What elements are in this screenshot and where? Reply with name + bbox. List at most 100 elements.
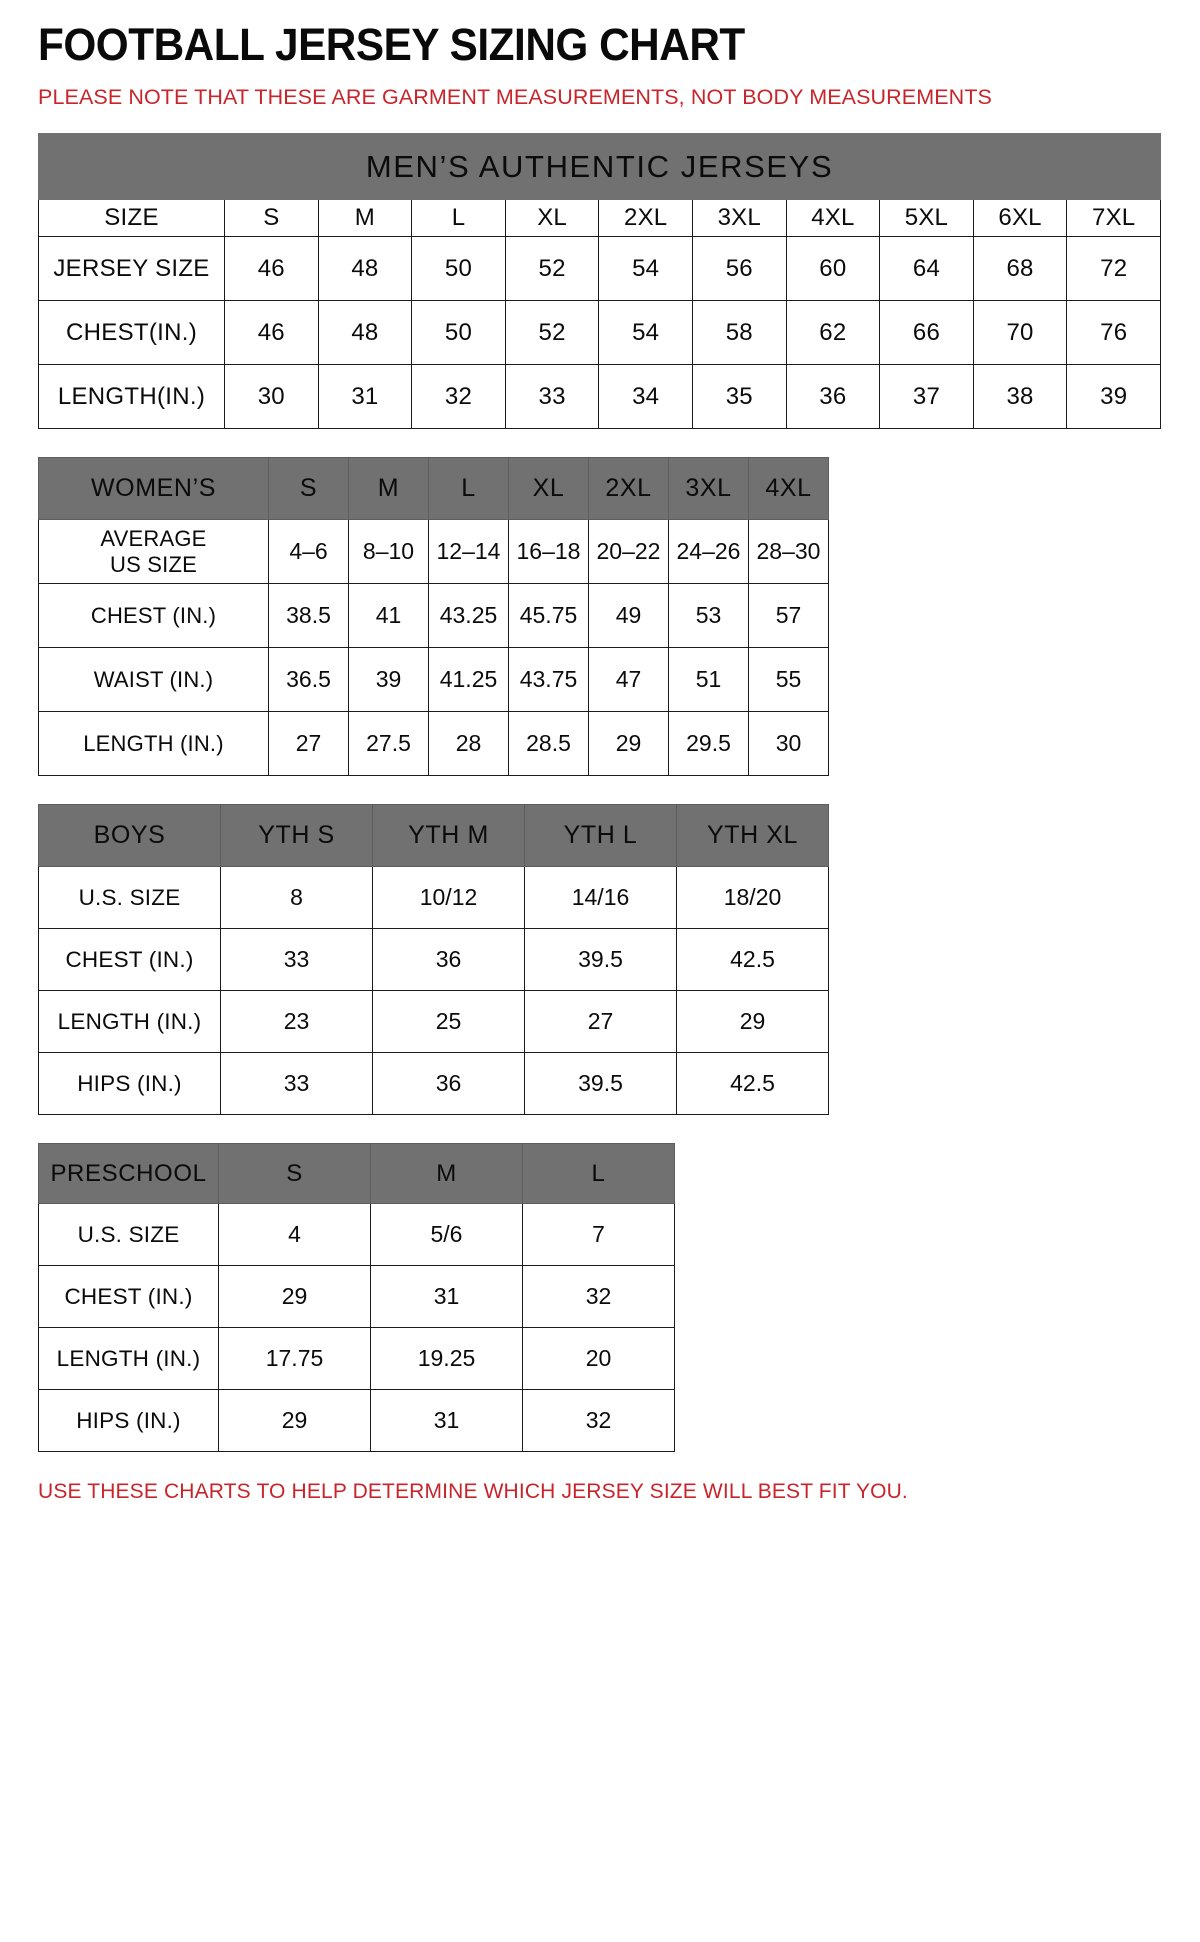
mens-cell: 48	[317, 236, 413, 302]
boys-cell: 42.5	[676, 928, 829, 992]
boys-row-label: U.S. SIZE	[38, 866, 221, 930]
table-row: JERSEY SIZE 46 48 50 52 54 56 60 64 68 7…	[38, 236, 1162, 302]
boys-cell: 29	[676, 990, 829, 1054]
womens-cell: 45.75	[508, 583, 589, 649]
mens-cell: 39	[1066, 364, 1162, 430]
boys-cell: 36	[372, 1052, 525, 1116]
mens-cell: 70	[972, 300, 1068, 366]
womens-size-4xl: 4XL	[748, 457, 829, 521]
table-row: WAIST (IN.) 36.5 39 41.25 43.75 47 51 55	[38, 647, 829, 713]
preschool-corner-label: PRESCHOOL	[38, 1143, 219, 1205]
preschool-cell: 29	[218, 1389, 371, 1453]
boys-cell: 42.5	[676, 1052, 829, 1116]
preschool-cell: 32	[522, 1265, 675, 1329]
mens-cell: 30	[224, 364, 319, 430]
boys-cell: 8	[220, 866, 373, 930]
mens-size-4xl: 4XL	[785, 199, 881, 238]
mens-sizing-table: MEN’S AUTHENTIC JERSEYS SIZE S M L XL 2X…	[37, 133, 1162, 430]
preschool-cell: 4	[218, 1203, 371, 1267]
mens-corner-label: SIZE	[38, 199, 225, 238]
womens-cell: 43.25	[428, 583, 509, 649]
womens-row-label: WAIST (IN.)	[38, 647, 269, 713]
boys-row-label: LENGTH (IN.)	[38, 990, 221, 1054]
mens-cell: 50	[411, 236, 506, 302]
womens-size-header-row: WOMEN’S S M L XL 2XL 3XL 4XL	[38, 457, 829, 521]
mens-cell: 48	[317, 300, 413, 366]
mens-size-l: L	[411, 199, 506, 238]
womens-cell: 20–22	[588, 519, 669, 585]
boys-cell: 27	[524, 990, 677, 1054]
womens-cell: 36.5	[268, 647, 349, 713]
womens-size-2xl: 2XL	[588, 457, 669, 521]
mens-size-m: M	[317, 199, 413, 238]
womens-cell: 30	[748, 711, 829, 777]
mens-banner-title: MEN’S AUTHENTIC JERSEYS	[37, 133, 1162, 201]
womens-cell: 27	[268, 711, 349, 777]
mens-cell: 31	[317, 364, 413, 430]
boys-size-yth-l: YTH L	[524, 804, 677, 868]
table-row: HIPS (IN.) 33 36 39.5 42.5	[38, 1052, 829, 1116]
preschool-row-label: HIPS (IN.)	[38, 1389, 219, 1453]
womens-table-body: AVERAGE US SIZE 4–6 8–10 12–14 16–18 20–…	[38, 519, 829, 777]
table-row: HIPS (IN.) 29 31 32	[38, 1389, 675, 1453]
womens-cell: 24–26	[668, 519, 749, 585]
boys-table-body: U.S. SIZE 8 10/12 14/16 18/20 CHEST (IN.…	[38, 866, 829, 1116]
mens-cell: 54	[598, 236, 693, 302]
womens-cell: 41.25	[428, 647, 509, 713]
boys-cell: 18/20	[676, 866, 829, 930]
table-row: CHEST(IN.) 46 48 50 52 54 58 62 66 70 76	[38, 300, 1162, 366]
womens-cell: 49	[588, 583, 669, 649]
footer-note: USE THESE CHARTS TO HELP DETERMINE WHICH…	[38, 1480, 908, 1504]
table-row: CHEST (IN.) 29 31 32	[38, 1265, 675, 1329]
preschool-cell: 29	[218, 1265, 371, 1329]
preschool-row-label: LENGTH (IN.)	[38, 1327, 219, 1391]
mens-cell: 38	[972, 364, 1068, 430]
womens-corner-label: WOMEN’S	[38, 457, 269, 521]
mens-banner-row: MEN’S AUTHENTIC JERSEYS	[37, 133, 1162, 201]
boys-sizing-table: BOYS YTH S YTH M YTH L YTH XL U.S. SIZE …	[38, 804, 829, 1116]
mens-size-2xl: 2XL	[598, 199, 693, 238]
table-row: CHEST (IN.) 38.5 41 43.25 45.75 49 53 57	[38, 583, 829, 649]
womens-cell: 53	[668, 583, 749, 649]
mens-size-s: S	[224, 199, 319, 238]
mens-cell: 60	[785, 236, 881, 302]
womens-row-label: CHEST (IN.)	[38, 583, 269, 649]
boys-row-label: HIPS (IN.)	[38, 1052, 221, 1116]
mens-cell: 76	[1066, 300, 1162, 366]
womens-cell: 57	[748, 583, 829, 649]
mens-cell: 64	[879, 236, 974, 302]
mens-cell: 46	[224, 236, 319, 302]
womens-cell: 29	[588, 711, 669, 777]
preschool-size-header-row: PRESCHOOL S M L	[38, 1143, 675, 1205]
womens-size-3xl: 3XL	[668, 457, 749, 521]
mens-row-label: LENGTH(IN.)	[38, 364, 225, 430]
boys-size-yth-s: YTH S	[220, 804, 373, 868]
boys-size-header-row: BOYS YTH S YTH M YTH L YTH XL	[38, 804, 829, 868]
mens-cell: 34	[598, 364, 693, 430]
boys-cell: 14/16	[524, 866, 677, 930]
preschool-cell: 20	[522, 1327, 675, 1391]
mens-cell: 36	[785, 364, 881, 430]
boys-table-head: BOYS YTH S YTH M YTH L YTH XL	[38, 804, 829, 868]
womens-size-s: S	[268, 457, 349, 521]
table-row: U.S. SIZE 4 5/6 7	[38, 1203, 675, 1267]
mens-size-7xl: 7XL	[1066, 199, 1162, 238]
table-row: U.S. SIZE 8 10/12 14/16 18/20	[38, 866, 829, 930]
mens-cell: 52	[504, 236, 600, 302]
preschool-row-label: U.S. SIZE	[38, 1203, 219, 1267]
boys-cell: 25	[372, 990, 525, 1054]
womens-cell: 29.5	[668, 711, 749, 777]
womens-cell: 8–10	[348, 519, 429, 585]
womens-cell: 28	[428, 711, 509, 777]
mens-cell: 56	[691, 236, 787, 302]
womens-row-label-line1: AVERAGE	[100, 525, 207, 551]
womens-cell: 39	[348, 647, 429, 713]
womens-row-label-line2: US SIZE	[110, 551, 197, 577]
womens-cell: 41	[348, 583, 429, 649]
mens-cell: 35	[691, 364, 787, 430]
boys-size-yth-m: YTH M	[372, 804, 525, 868]
preschool-cell: 5/6	[370, 1203, 523, 1267]
womens-cell: 43.75	[508, 647, 589, 713]
womens-cell: 27.5	[348, 711, 429, 777]
preschool-cell: 17.75	[218, 1327, 371, 1391]
